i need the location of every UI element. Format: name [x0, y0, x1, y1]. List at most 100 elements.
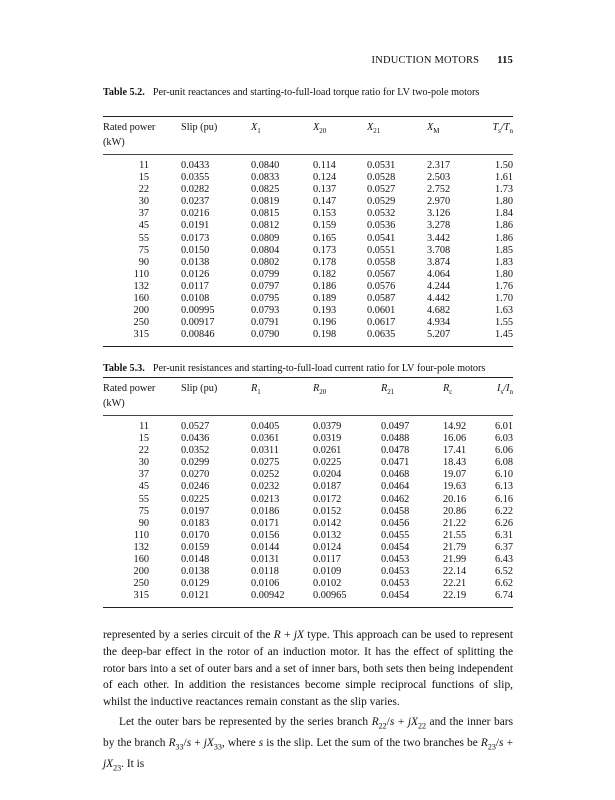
table-cell: 0.165 [313, 232, 337, 244]
header-text: T [492, 122, 499, 133]
table-row: 90 0.0183 0.0171 0.0142 0.0456 21.22 6.26 [103, 518, 513, 530]
table-cell: 0.0819 [251, 196, 280, 208]
column-header: X1 [251, 117, 313, 155]
table-cell: 0.0159 [181, 541, 210, 553]
table-row: 250 0.00917 0.0791 0.196 0.0617 4.934 1.55 [103, 317, 513, 329]
table-cell: 0.0186 [251, 505, 280, 517]
column-header: R21 [381, 378, 443, 416]
table-cell: 0.0795 [251, 293, 280, 305]
table-cell: 110 [133, 268, 149, 280]
table-cell: 3.874 [427, 256, 451, 268]
table-cell: 0.0121 [181, 590, 210, 602]
table-row: 315 0.00846 0.0790 0.198 0.0635 5.207 1.45 [103, 329, 513, 347]
column-header: X21 [367, 117, 427, 155]
table-cell: 0.193 [313, 305, 337, 317]
header-subscript: n [509, 127, 514, 136]
table-cell: 0.0453 [381, 566, 410, 578]
table-cell: 0.0797 [251, 280, 280, 292]
table-cell: 0.0144 [251, 541, 280, 553]
text-run: + [394, 716, 408, 728]
table-row: 37 0.0270 0.0252 0.0204 0.0468 19.07 6.10 [103, 469, 513, 481]
table-cell: 0.0454 [381, 541, 410, 553]
table-cell: 132 [133, 280, 149, 292]
table-cell: 0.0601 [367, 305, 396, 317]
header-text: R [313, 383, 320, 394]
table-cell: 0.0126 [181, 268, 210, 280]
table-cell: 110 [133, 529, 149, 541]
table-cell: 0.0138 [181, 256, 210, 268]
table-cell: 0.0183 [181, 517, 210, 529]
table-cell: 0.0802 [251, 256, 280, 268]
table-cell: 22.14 [443, 566, 467, 578]
math-symbol: jX [203, 737, 214, 750]
column-header: Slip (pu) [181, 117, 251, 155]
table-cell: 22 [138, 445, 149, 457]
table-cell: 6.43 [494, 554, 513, 566]
table-cell: 0.0118 [251, 566, 279, 578]
header-row: Rated power (kW) Slip (pu) X1 X20 X21 XM Ts/Tn [103, 116, 513, 155]
table-row: 15 0.0436 0.0361 0.0319 0.0488 16.06 6.03 [103, 433, 513, 445]
table-cell: 0.0142 [313, 517, 342, 529]
table-cell: 21.55 [443, 529, 467, 541]
table-cell: 315 [133, 590, 149, 602]
text-run: and the inner bars by the branch [103, 716, 514, 750]
text-run: Let the outer bars be represented by the… [119, 716, 372, 728]
table-cell: 55 [138, 493, 149, 505]
header-text: X [367, 122, 374, 133]
table-cell: 22 [138, 184, 149, 196]
table-cell: 0.0541 [367, 232, 396, 244]
header-subscript: s [498, 127, 501, 136]
table-cell: 0.0478 [381, 445, 410, 457]
table-cell: 16.06 [443, 433, 467, 445]
column-header: Rated power (kW) [103, 378, 181, 416]
table-caption-text: Per-unit reactances and starting-to-full… [152, 87, 480, 98]
table-row: 45 0.0246 0.0232 0.0187 0.0464 19.63 6.13 [103, 481, 513, 493]
table-cell: 1.80 [494, 268, 513, 280]
table-cell: 15 [138, 433, 149, 445]
math-symbol: jX [103, 758, 114, 771]
table-cell: 11 [139, 160, 149, 171]
table-cell: 4.442 [427, 293, 451, 305]
table-cell: 19.07 [443, 469, 467, 481]
header-subscript: n [509, 388, 514, 397]
table-cell: 1.86 [494, 232, 513, 244]
table-cell: 0.0587 [367, 293, 396, 305]
table-row: 11 0.0433 0.0840 0.114 0.0531 2.317 1.50 [103, 155, 513, 173]
table-cell: 22.19 [443, 590, 467, 602]
table-cell: 0.0536 [367, 220, 396, 232]
header-text: Rated power [103, 122, 156, 133]
table-cell: 0.0352 [181, 445, 210, 457]
table-cell: 0.0815 [251, 208, 280, 220]
text-run: / [183, 737, 187, 750]
table-cell: 0.0355 [181, 172, 210, 184]
table-caption-text: Per-unit resistances and starting-to-ful… [152, 363, 486, 374]
table-cell: 0.0131 [251, 554, 280, 566]
table-cell: 0.0453 [381, 578, 410, 590]
table-cell: 0.0793 [251, 305, 280, 317]
table-cell: 160 [133, 554, 149, 566]
table-cell: 1.61 [494, 172, 513, 184]
header-text: Slip (pu) [181, 122, 218, 133]
table-cell: 0.0567 [367, 268, 396, 280]
column-header: Ts/Tn [483, 117, 513, 155]
table-cell: 250 [133, 578, 149, 590]
table-cell: 6.52 [494, 566, 513, 578]
table-cell: 0.0528 [367, 172, 396, 184]
text-run: / [386, 716, 390, 728]
table-cell: 1.55 [494, 317, 513, 329]
column-header: Rated power (kW) [103, 117, 181, 155]
table-cell: 0.0809 [251, 232, 280, 244]
table-row: 200 0.0138 0.0118 0.0109 0.0453 22.14 6.52 [103, 566, 513, 578]
table-row: 55 0.0225 0.0213 0.0172 0.0462 20.16 6.16 [103, 494, 513, 506]
header-text: X [427, 122, 434, 133]
table-cell: 0.0252 [251, 469, 280, 481]
table-cell: 6.62 [494, 578, 513, 590]
table-row: 250 0.0129 0.0106 0.0102 0.0453 22.21 6.62 [103, 578, 513, 590]
table-cell: 1.63 [494, 305, 513, 317]
text-run: is the slip. Let the sum of the two bran… [263, 737, 481, 750]
table-label: Table 5.2. [103, 87, 145, 98]
table-cell: 0.0173 [181, 232, 210, 244]
table-cell: 0.0812 [251, 220, 280, 232]
table-cell: 0.0551 [367, 244, 396, 256]
table-label: Table 5.3. [103, 363, 145, 374]
